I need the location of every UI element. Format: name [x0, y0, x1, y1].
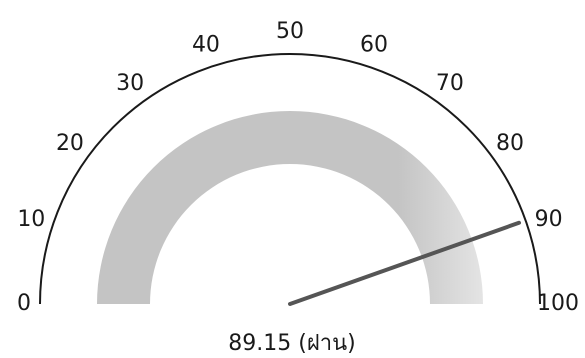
tick-label-10: 10 [17, 207, 45, 232]
gauge-outer-arc [39, 53, 541, 305]
gauge-tick-labels: 0 10 20 30 40 50 60 70 80 90 100 [17, 19, 579, 316]
tick-label-60: 60 [360, 32, 388, 57]
tick-label-0: 0 [17, 291, 31, 316]
tick-label-50: 50 [276, 19, 304, 44]
tick-label-40: 40 [192, 32, 220, 57]
gauge-needle [288, 220, 522, 306]
gauge-value-readout: 89.15 (ฝาน) [228, 331, 355, 356]
gauge-band [97, 111, 483, 304]
tick-label-90: 90 [535, 207, 563, 232]
tick-label-30: 30 [116, 71, 144, 96]
tick-label-80: 80 [496, 131, 524, 156]
tick-label-100: 100 [537, 291, 579, 316]
tick-label-20: 20 [56, 131, 84, 156]
tick-label-70: 70 [436, 71, 464, 96]
